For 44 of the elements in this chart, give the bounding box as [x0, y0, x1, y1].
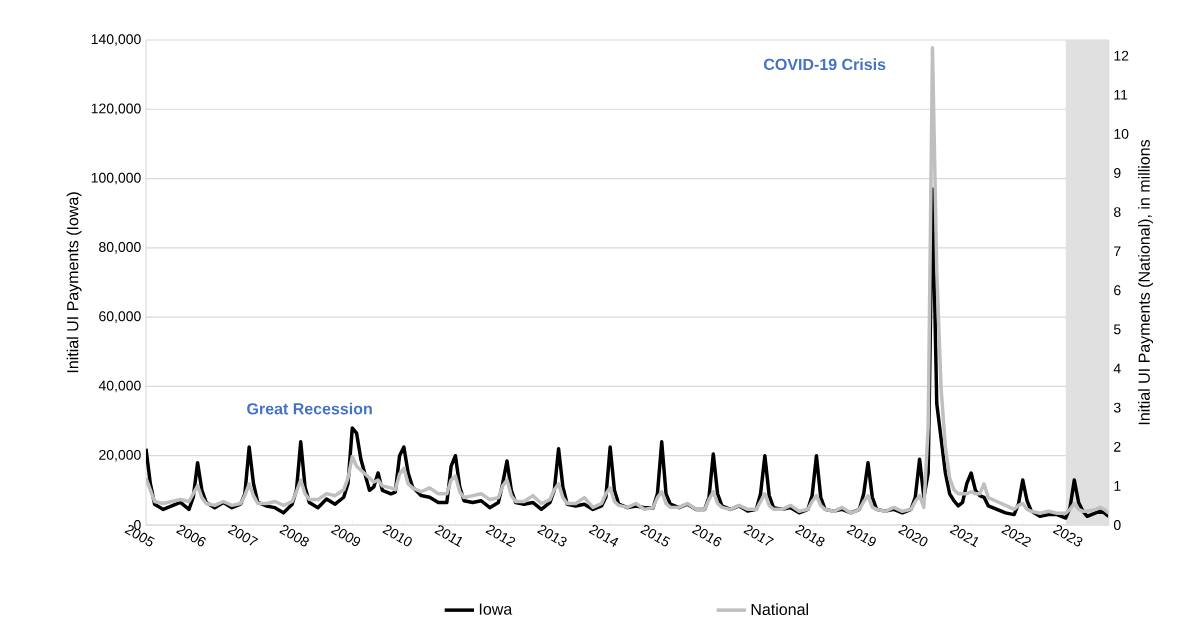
y-tick-label: 80,000: [99, 242, 141, 254]
y-tick-label: 20,000: [99, 449, 141, 462]
x-tick-label: 2022: [1001, 525, 1031, 548]
y-tick-label: 60,000: [99, 311, 141, 323]
y2-tick-label: 6: [1114, 285, 1121, 296]
y-axis-title: Initial UI Payments (Iowa): [66, 192, 82, 373]
y2-axis-title: Initial UI Payments (National), in millions: [1138, 139, 1154, 425]
x-tick-label: 2021: [949, 525, 979, 548]
x-tick-label: 2012: [485, 525, 516, 548]
x-tick-label: 2016: [691, 525, 722, 547]
x-tick-label: 2010: [382, 525, 412, 547]
x-tick-label: 2011: [434, 525, 463, 548]
x-tick-label: 2014: [588, 525, 619, 547]
y2-tick-label: 0: [1113, 520, 1121, 530]
x-tick-label: 2019: [846, 525, 876, 547]
y2-tick-label: 3: [1113, 402, 1121, 413]
y2-tick-label: 5: [1113, 324, 1121, 335]
y2-tick-label: 12: [1114, 50, 1129, 61]
y2-tick-label: 9: [1114, 168, 1121, 178]
x-tick-label: 2015: [640, 525, 671, 547]
annotation: Great Recession: [247, 402, 372, 415]
y2-tick-label: 2: [1114, 441, 1121, 452]
x-tick-label: 2018: [794, 525, 825, 547]
legend-label: Iowa: [479, 603, 513, 615]
y-tick-label: 40,000: [98, 380, 141, 393]
annotation: COVID-19 Crisis: [763, 58, 886, 71]
x-tick-label: 2009: [330, 525, 361, 547]
y2-tick-label: 10: [1114, 128, 1129, 139]
y2-tick-label: 1: [1114, 481, 1121, 491]
x-tick-label: 2020: [898, 525, 928, 547]
y2-tick-label: 4: [1113, 363, 1121, 374]
y-tick-label: 140,000: [91, 34, 141, 46]
x-tick-label: 2013: [537, 525, 567, 547]
y-tick-label: 120,000: [91, 103, 141, 116]
legend-label: National: [751, 603, 808, 616]
y2-tick-label: 7: [1114, 246, 1121, 257]
y2-tick-label: 8: [1113, 207, 1121, 218]
y2-tick-label: 11: [1114, 89, 1128, 100]
x-tick-label: 2017: [743, 525, 774, 546]
x-tick-label: 2008: [279, 525, 309, 547]
x-tick-label: 2023: [1052, 525, 1083, 547]
y-tick-label: 100,000: [91, 172, 141, 185]
x-tick-label: 2006: [176, 525, 206, 547]
x-tick-label: 2007: [227, 525, 259, 546]
